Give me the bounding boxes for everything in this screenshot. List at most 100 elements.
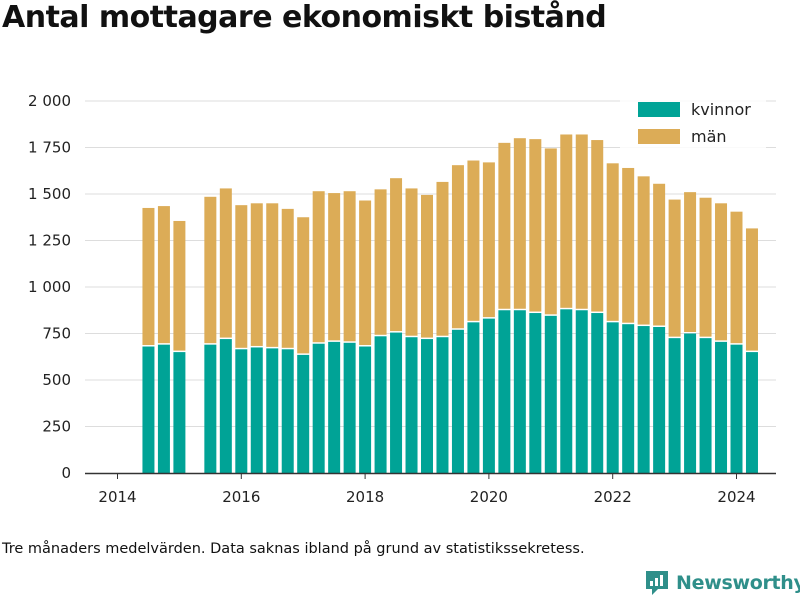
bar-man [328, 193, 341, 341]
bar-kvinnor [637, 326, 650, 473]
y-tick-label: 250 [42, 418, 71, 436]
y-tick-label: 0 [61, 464, 71, 482]
bar-man [390, 178, 403, 332]
bar-kvinnor [529, 313, 542, 473]
bar-kvinnor [436, 337, 449, 473]
x-tick-label: 2014 [98, 488, 136, 506]
bar-man [699, 197, 712, 337]
bar-kvinnor [498, 310, 511, 473]
bar-kvinnor [544, 315, 557, 473]
bar-kvinnor [374, 336, 387, 473]
bar-man [668, 199, 681, 337]
bar-man [250, 203, 263, 346]
y-tick-label: 750 [42, 325, 71, 343]
bar-kvinnor [653, 326, 666, 473]
bar-kvinnor [390, 332, 403, 473]
bar-man [684, 192, 697, 332]
x-axis: 2014 2016 2018 2020 2022 2024 [85, 472, 776, 506]
y-tick-label: 500 [42, 371, 71, 389]
y-tick-label: 1 000 [28, 278, 71, 296]
bar-man [637, 176, 650, 325]
bar-man [529, 139, 542, 312]
chart-title: Antal mottagare ekonomiskt bistånd [2, 0, 607, 35]
bar-man [591, 140, 604, 312]
bar-kvinnor [297, 354, 310, 473]
y-tick-label: 1 500 [28, 185, 71, 203]
bar-kvinnor [235, 349, 248, 473]
bar-man [730, 211, 743, 344]
x-tick-label: 2020 [470, 488, 508, 506]
bar-man [451, 165, 464, 329]
bar-man [421, 194, 433, 338]
y-tick-label: 2 000 [28, 92, 71, 110]
bar-kvinnor [405, 337, 418, 473]
legend-label-man: män [691, 127, 727, 146]
bar-kvinnor [591, 313, 604, 473]
legend-swatch-man [638, 129, 680, 144]
bar-man [436, 181, 449, 336]
x-tick-label: 2018 [346, 488, 384, 506]
bar-kvinnor [606, 322, 619, 473]
bar-kvinnor [622, 324, 635, 473]
bar-man [745, 228, 758, 351]
bar-kvinnor [312, 343, 325, 473]
bar-kvinnor [266, 348, 279, 473]
bar-kvinnor [157, 344, 170, 473]
x-tick-label: 2022 [594, 488, 632, 506]
bar-man [173, 220, 186, 351]
bar-kvinnor [715, 341, 728, 473]
bar-man [482, 162, 495, 318]
bar-kvinnor [560, 309, 573, 473]
newsworthy-logo-icon [646, 571, 668, 595]
bar-man [142, 207, 155, 346]
bar-man [575, 134, 588, 309]
bars [142, 134, 758, 473]
bar-man [544, 148, 557, 315]
bar-man [204, 196, 217, 344]
bar-kvinnor [575, 310, 588, 473]
bar-kvinnor [359, 346, 372, 473]
bar-kvinnor [204, 344, 217, 473]
bar-man [622, 167, 635, 323]
legend: kvinnor män [620, 92, 766, 154]
bar-man [606, 163, 619, 321]
brand-logo[interactable]: Newsworthy [644, 569, 800, 597]
brand-name: Newsworthy [676, 572, 800, 594]
bar-kvinnor [250, 347, 263, 473]
bar-kvinnor [328, 341, 341, 473]
bar-man [560, 134, 573, 308]
bar-kvinnor [699, 338, 712, 473]
bar-kvinnor [684, 333, 697, 473]
bar-man [405, 188, 418, 336]
bar-kvinnor [745, 352, 758, 473]
bar-kvinnor [513, 310, 526, 473]
bar-kvinnor [219, 339, 232, 473]
bar-man [715, 203, 728, 341]
bar-kvinnor [482, 318, 495, 473]
bar-kvinnor [668, 338, 681, 473]
legend-swatch-kvinnor [638, 102, 680, 117]
x-tick-label: 2024 [717, 488, 755, 506]
bar-man [467, 160, 480, 321]
bar-man [281, 208, 294, 348]
bar-kvinnor [142, 346, 155, 473]
bar-kvinnor [451, 329, 464, 473]
bar-man [513, 138, 526, 309]
bar-man [312, 191, 325, 343]
y-tick-label: 1 250 [28, 232, 71, 250]
legend-label-kvinnor: kvinnor [691, 100, 751, 119]
x-tick-label: 2016 [222, 488, 260, 506]
bar-man [374, 189, 387, 335]
bar-man [157, 206, 170, 344]
bar-man [297, 217, 310, 354]
bar-man [235, 205, 248, 348]
bar-man [359, 200, 372, 346]
bar-kvinnor [730, 344, 743, 473]
bar-man [219, 188, 232, 338]
bar-kvinnor [281, 349, 294, 473]
bar-kvinnor [173, 352, 186, 473]
chart: 0 250 500 750 1 000 1 250 1 500 1 750 2 000 2014… [28, 92, 776, 506]
footnote: Tre månaders medelvärden. Data saknas ib… [2, 541, 585, 557]
bar-man [343, 191, 356, 342]
y-tick-label: 1 750 [28, 139, 71, 157]
